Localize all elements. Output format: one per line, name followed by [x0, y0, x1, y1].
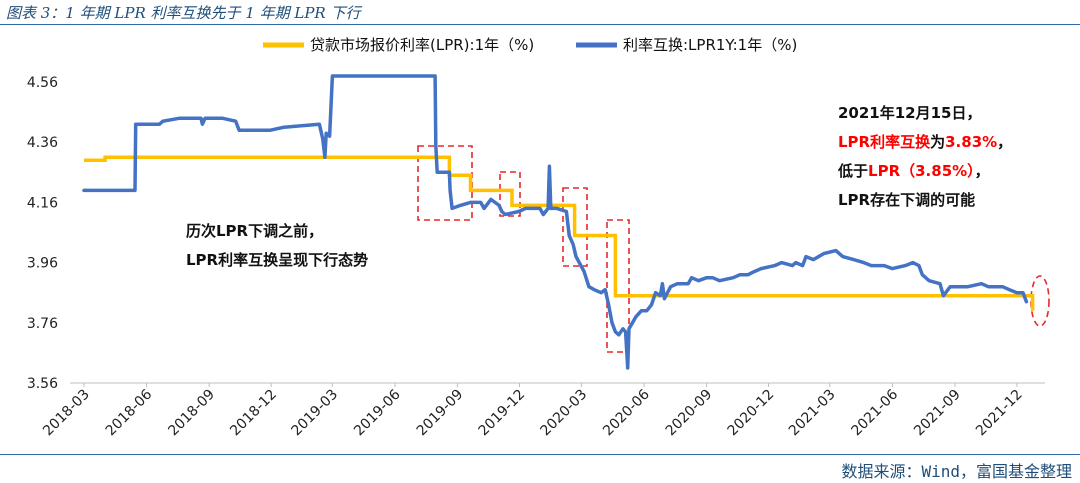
annotation-right-lpr-value: LPR（3.85%） — [868, 162, 975, 180]
series-line-swap — [82, 74, 1029, 370]
y-tick-label: 3.96 — [27, 256, 58, 272]
x-tick-label: 2021-06 — [849, 386, 902, 439]
chart-legend: 贷款市场报价利率(LPR):1年（%) 利率互换:LPR1Y:1年（%) — [263, 36, 797, 54]
annotation-right-note: 2021年12月15日， LPR利率互换为3.83%， 低于LPR（3.85%）… — [837, 104, 1012, 209]
x-tick-label: 2018-06 — [103, 386, 156, 439]
x-tick-label: 2018-12 — [227, 387, 280, 440]
highlight-ellipse-2021-12 — [1030, 275, 1050, 327]
x-tick-label: 2019-06 — [351, 386, 404, 439]
x-tick-label: 2020-09 — [663, 387, 716, 440]
caption-rule — [0, 24, 1080, 25]
annotation-right-line-2: LPR利率互换为3.83%， — [838, 133, 1012, 151]
legend-label-lpr: 贷款市场报价利率(LPR):1年（%) — [310, 36, 534, 54]
x-tick-label: 2018-03 — [40, 387, 93, 440]
x-tick-label: 2020-03 — [538, 387, 591, 440]
annotation-right-line-4: LPR存在下调的可能 — [838, 191, 975, 209]
line-chart: 贷款市场报价利率(LPR):1年（%) 利率互换:LPR1Y:1年（%) 3.5… — [27, 36, 1050, 439]
annotation-right-comma-1: ， — [997, 133, 1012, 151]
x-tick-label: 2021-03 — [786, 387, 839, 440]
x-tick-label: 2019-12 — [476, 387, 529, 440]
annotation-right-comma-2: ， — [975, 162, 990, 180]
annotation-right-swap-value: 3.83% — [945, 133, 997, 151]
x-tick-label: 2020-06 — [600, 386, 653, 439]
y-tick-label: 4.56 — [27, 75, 58, 91]
annotation-left-note: 历次LPR下调之前， LPR利率互换呈现下行态势 — [186, 222, 368, 269]
y-tick-label: 4.16 — [27, 195, 58, 211]
y-axis: 3.56 3.76 3.96 4.16 4.36 4.56 — [27, 75, 58, 392]
x-tick-label: 2019-09 — [414, 387, 467, 440]
annotation-left-line-1: 历次LPR下调之前， — [186, 222, 323, 240]
annotation-right-swap-name: LPR利率互换 — [838, 133, 931, 151]
series-line-lpr — [84, 155, 1035, 311]
x-tick-label: 2021-09 — [911, 387, 964, 440]
y-tick-label: 4.36 — [27, 135, 58, 151]
highlight-box-2019-11 — [499, 171, 521, 217]
annotation-right-line-1: 2021年12月15日， — [838, 104, 982, 122]
annotation-right-line-3: 低于LPR（3.85%）， — [837, 162, 990, 180]
annotation-left-line-2: LPR利率互换呈现下行态势 — [186, 251, 368, 269]
annotation-right-date: 2021年12月15日， — [838, 104, 982, 122]
x-tick-label: 2019-03 — [289, 387, 342, 440]
highlight-box-2020-02 — [562, 187, 588, 267]
x-tick-label: 2018-09 — [165, 387, 218, 440]
series-layer — [82, 74, 1035, 370]
x-axis: 2018-03 2018-06 2018-09 2018-12 2019-03 2019-… — [40, 383, 1026, 439]
legend-label-swap: 利率互换:LPR1Y:1年（%) — [623, 36, 797, 54]
figure-caption: 图表 3：1 年期 LPR 利率互换先于 1 年期 LPR 下行 — [6, 4, 361, 22]
source-note: 数据来源：Wind，富国基金整理 — [841, 462, 1072, 481]
annotation-right-conclusion: LPR存在下调的可能 — [838, 191, 975, 209]
x-tick-label: 2020-12 — [725, 387, 778, 440]
y-tick-label: 3.76 — [27, 316, 58, 332]
highlight-box-2020-04 — [606, 219, 630, 353]
footer-rule — [0, 454, 1080, 455]
annotation-right-below: 低于 — [837, 162, 868, 180]
x-tick-label: 2021-12 — [973, 387, 1026, 440]
y-tick-label: 3.56 — [27, 376, 58, 392]
annotation-right-for: 为 — [930, 133, 945, 151]
